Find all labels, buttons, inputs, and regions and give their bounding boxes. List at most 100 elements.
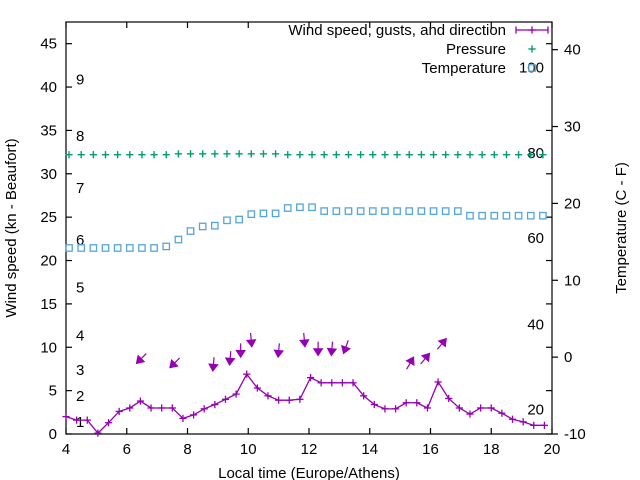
data-point-marker xyxy=(490,211,499,220)
data-point-marker xyxy=(502,211,511,220)
beaufort-label: 5 xyxy=(76,280,84,297)
data-point-marker xyxy=(514,211,523,220)
beaufort-label: 8 xyxy=(76,128,84,145)
y-tick-label: 10 xyxy=(40,339,57,356)
x-tick-label: 6 xyxy=(123,441,131,458)
data-point-marker xyxy=(210,221,219,230)
data-point-marker xyxy=(332,207,341,215)
data-point-marker xyxy=(198,222,207,231)
data-point-marker xyxy=(162,242,171,251)
wind-arrow-head xyxy=(169,358,179,369)
data-point-marker xyxy=(89,244,98,252)
y2-tick-label: 30 xyxy=(564,119,581,136)
legend-label-2: Temperature xyxy=(422,60,506,77)
plot-border xyxy=(65,21,553,435)
data-point-marker xyxy=(235,215,243,224)
series-pressure xyxy=(65,150,547,159)
data-point-marker xyxy=(113,244,122,252)
data-point-marker xyxy=(65,244,73,252)
x-tick-label: 20 xyxy=(544,441,561,458)
y-tick-label: 40 xyxy=(40,79,57,96)
y-tick-label: 45 xyxy=(40,36,57,53)
plot-frame xyxy=(65,21,553,435)
fahrenheit-label: 100 xyxy=(519,60,544,77)
x-tick-label: 12 xyxy=(301,441,318,458)
beaufort-label: 3 xyxy=(76,362,84,379)
data-point-marker xyxy=(223,216,231,225)
data-point-marker xyxy=(381,207,389,215)
x-tick-label: 10 xyxy=(240,441,257,458)
y-tick-label: 5 xyxy=(49,383,57,400)
wind-arrow-head xyxy=(312,348,324,357)
chart-legend: Wind speed, gusts, and direction Pressure… xyxy=(288,22,549,77)
data-point-marker xyxy=(466,211,474,220)
legend-label-1: Pressure xyxy=(446,41,506,58)
data-point-marker xyxy=(101,244,110,252)
data-point-marker xyxy=(186,227,195,235)
data-point-marker xyxy=(441,207,450,215)
data-point-marker xyxy=(271,209,280,218)
x-tick-label: 4 xyxy=(62,441,70,458)
data-point-marker xyxy=(174,235,183,244)
wind-arrow-head xyxy=(135,354,146,365)
x-tick-label: 14 xyxy=(361,441,378,458)
series-temperature xyxy=(65,203,547,252)
wind-arrow-head xyxy=(326,347,338,357)
y-tick-label: 35 xyxy=(40,122,57,139)
right-axis: -10 0 10 20 30 40 Temperature (C - F) xyxy=(552,42,630,443)
legend-label-0: Wind speed, gusts, and direction xyxy=(288,22,506,39)
wind-arrow-head xyxy=(273,349,285,359)
fahrenheit-label: 80 xyxy=(527,145,544,162)
data-point-marker xyxy=(77,244,86,252)
data-point-marker xyxy=(405,207,414,215)
wind-arrow-head xyxy=(341,344,351,355)
beaufort-label: 2 xyxy=(76,388,84,405)
wind-arrow-head xyxy=(235,350,246,359)
wind-direction-arrows xyxy=(135,332,447,373)
series-wind-speed xyxy=(62,370,549,437)
x-tick-label: 16 xyxy=(422,441,439,458)
y-tick-label: 0 xyxy=(49,426,57,443)
fahrenheit-label: 20 xyxy=(527,402,544,419)
data-point-marker xyxy=(125,244,134,252)
y-tick-label: 25 xyxy=(40,209,57,226)
data-point-marker xyxy=(356,207,365,215)
data-point-marker xyxy=(138,244,146,252)
x-tick-label: 8 xyxy=(183,441,191,458)
fahrenheit-label: 60 xyxy=(527,230,544,247)
y2-tick-label: 40 xyxy=(564,42,581,59)
data-point-marker xyxy=(259,209,268,218)
data-point-marker xyxy=(150,244,158,252)
wind-arrow-head xyxy=(420,352,431,363)
y-tick-label: 20 xyxy=(40,253,57,270)
y2-tick-label: 0 xyxy=(564,349,572,366)
data-point-marker xyxy=(417,207,426,215)
wind-arrow-head xyxy=(405,356,415,367)
wind-arrow-head xyxy=(299,339,310,348)
beaufort-label: 1 xyxy=(76,414,84,431)
y-axis-title: Wind speed (kn - Beaufort) xyxy=(3,138,20,317)
beaufort-label: 9 xyxy=(76,71,84,88)
data-point-marker xyxy=(453,207,462,215)
wind-arrow-head xyxy=(224,357,236,366)
fahrenheit-label: 40 xyxy=(527,316,544,333)
data-point-marker xyxy=(526,211,535,220)
x-axis-title: Local time (Europe/Athens) xyxy=(218,465,400,480)
y-tick-label: 30 xyxy=(40,166,57,183)
data-point-marker xyxy=(478,211,486,220)
y-tick-label: 15 xyxy=(40,296,57,313)
data-point-marker xyxy=(296,203,304,212)
x-tick-label: 18 xyxy=(483,441,500,458)
data-point-marker xyxy=(247,210,256,219)
wind-arrow-head xyxy=(245,339,257,348)
data-point-marker xyxy=(393,207,401,215)
data-point-marker xyxy=(528,64,536,72)
data-point-marker xyxy=(368,207,377,215)
wind-speed-line xyxy=(65,372,545,435)
data-point-marker xyxy=(539,211,547,220)
data-point-marker xyxy=(344,207,353,215)
